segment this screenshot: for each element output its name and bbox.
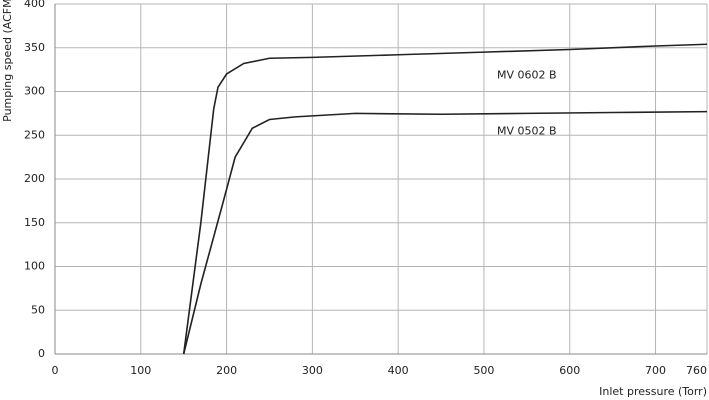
- series-label: MV 0602 B: [497, 68, 557, 81]
- x-tick-label: 700: [645, 364, 666, 377]
- x-tick-label: 0: [52, 364, 59, 377]
- x-tick-label: 600: [559, 364, 580, 377]
- x-tick-label: 300: [302, 364, 323, 377]
- series-line: [182, 110, 708, 355]
- y-tick-label: 100: [24, 260, 45, 273]
- x-tick-label: 760: [686, 364, 707, 377]
- y-tick-label: 150: [24, 216, 45, 229]
- x-tick-label: 100: [130, 364, 151, 377]
- y-axis-label: Pumping speed (ACFM): [1, 0, 14, 122]
- y-tick-label: 350: [24, 41, 45, 54]
- y-tick-label: 200: [24, 172, 45, 185]
- x-tick-label: 500: [473, 364, 494, 377]
- y-tick-label: 50: [31, 303, 45, 316]
- x-tick-label: 200: [216, 364, 237, 377]
- y-tick-label: 300: [24, 85, 45, 98]
- y-tick-label: 400: [24, 0, 45, 10]
- y-tick-label: 0: [38, 347, 45, 360]
- series-line: [182, 43, 708, 355]
- series-label: MV 0502 B: [497, 124, 557, 137]
- y-tick-label: 250: [24, 128, 45, 141]
- x-axis-label: Inlet pressure (Torr): [599, 385, 707, 398]
- x-tick-label: 400: [388, 364, 409, 377]
